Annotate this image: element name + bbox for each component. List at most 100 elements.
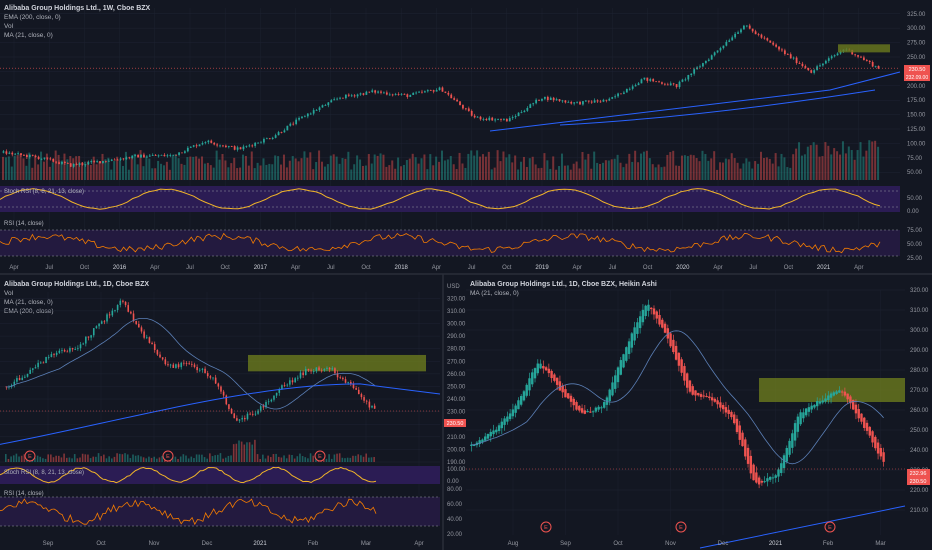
weekly-candle-body	[473, 115, 476, 118]
heikin-candle-body	[495, 429, 498, 433]
heikin-candle-body	[785, 447, 788, 462]
daily-candle-body	[244, 417, 246, 420]
weekly-volume-bar	[268, 163, 271, 180]
weekly-candle-body	[353, 95, 356, 97]
daily-volume-bar	[100, 456, 102, 462]
weekly-volume-bar	[364, 165, 367, 180]
daily-volume-bar	[190, 456, 193, 462]
heikin-candle-body	[647, 304, 650, 311]
weekly-volume-bar	[423, 154, 426, 180]
daily-volume-bar	[182, 454, 185, 462]
heikin-candle-body	[508, 413, 512, 420]
daily-volume-bar	[206, 458, 208, 462]
daily-candle-body	[29, 369, 31, 374]
heikin-price-tick: 250.00	[910, 428, 929, 434]
daily-candle-body	[315, 367, 318, 372]
heikin-candle-body	[757, 477, 761, 485]
daily-volume-bar	[71, 458, 73, 462]
weekly-time-label: Jul	[186, 265, 194, 271]
weekly-candle-body	[675, 84, 678, 88]
weekly-volume-bar	[704, 154, 707, 180]
daily-price-tick: 310.00	[447, 309, 466, 315]
daily-earnings-marker[interactable]	[162, 450, 174, 462]
weekly-candle-body	[464, 108, 467, 110]
daily-chart-panel[interactable]: Alibaba Group Holdings Ltd., 1D, Cboe BZ…	[0, 281, 441, 547]
weekly-chart-panel[interactable]: Alibaba Group Holdings Ltd., 1W, Cboe BZ…	[0, 5, 930, 271]
daily-earnings-marker[interactable]	[314, 450, 326, 462]
heikin-earnings-marker[interactable]	[824, 521, 836, 533]
weekly-candle-body	[292, 123, 295, 125]
weekly-volume-bar	[461, 163, 464, 180]
weekly-candle-body	[786, 54, 789, 55]
weekly-volume-bar	[798, 142, 801, 180]
heikin-candle-body	[721, 404, 725, 410]
heikin-price-label-1-text: 232.96	[910, 471, 927, 477]
heikin-candle-body	[633, 327, 636, 341]
heikin-candle-body	[580, 408, 584, 413]
weekly-price-tick: 75.00	[907, 156, 923, 162]
weekly-resistance-zone	[838, 44, 890, 53]
daily-candle-body	[286, 384, 289, 386]
daily-volume-bar	[301, 456, 304, 462]
weekly-candle-body	[523, 110, 526, 113]
weekly-time-label: Jul	[45, 265, 53, 271]
heikin-earnings-marker[interactable]	[675, 521, 687, 533]
daily-price-label	[444, 419, 466, 427]
weekly-candle-body	[251, 145, 254, 147]
heikin-candle-body	[519, 396, 523, 405]
heikin-candle-body	[661, 319, 664, 328]
weekly-candle-body	[576, 101, 578, 103]
weekly-candle-body	[327, 102, 330, 106]
weekly-volume-bar	[370, 163, 373, 180]
heikin-earnings-marker[interactable]	[540, 521, 552, 533]
heikin-candle-body	[622, 354, 625, 368]
weekly-volume-bar	[189, 156, 192, 180]
heikin-candle-body	[616, 367, 620, 383]
weekly-volume-bar	[119, 160, 122, 180]
heikin-candle-body	[492, 430, 495, 435]
weekly-candle-body	[148, 155, 151, 157]
heikin-candle-body	[768, 476, 772, 480]
heikin-candle-body	[644, 305, 647, 317]
daily-candle-body	[47, 356, 50, 358]
daily-candle-body	[95, 326, 98, 329]
weekly-candle-body	[20, 153, 22, 155]
daily-earnings-marker[interactable]	[24, 450, 36, 462]
daily-volume-bar	[270, 457, 272, 462]
daily-candle-body	[275, 392, 278, 396]
weekly-volume-bar	[315, 162, 318, 180]
weekly-candle-body	[207, 140, 210, 143]
daily-volume-bar	[275, 453, 277, 462]
weekly-candle-body	[734, 33, 737, 38]
weekly-candle-body	[31, 154, 34, 156]
heikin-time-axis: Aug Sep Oct Nov Dec 2021 Feb Mar	[508, 541, 886, 547]
heikin-candle-body	[763, 481, 766, 483]
weekly-volume-bar	[66, 159, 69, 180]
daily-candle-body	[233, 413, 236, 419]
weekly-volume-bar	[748, 161, 751, 180]
weekly-volume-bar	[452, 164, 455, 180]
weekly-volume-bar	[654, 167, 657, 180]
heikin-candle-body	[843, 391, 847, 396]
weekly-candle-body	[584, 100, 587, 102]
daily-volume-bar	[254, 439, 256, 462]
weekly-candle-body	[64, 161, 66, 163]
weekly-volume-bar	[198, 158, 201, 180]
weekly-volume-bar	[192, 156, 195, 180]
daily-time-label: Dec	[202, 541, 213, 547]
daily-volume-bar	[243, 444, 246, 462]
weekly-volume-bar	[569, 169, 572, 180]
daily-candle-body	[100, 321, 103, 324]
weekly-candle-body	[643, 77, 646, 80]
weekly-volume-bar	[479, 156, 482, 180]
weekly-candle-body	[634, 85, 637, 87]
weekly-candle-body	[368, 91, 371, 93]
daily-candle-body	[217, 383, 220, 387]
daily-candle-body	[148, 337, 151, 343]
daily-price-tick: 280.00	[447, 347, 466, 353]
weekly-volume-bar	[124, 151, 127, 180]
heikin-ashi-panel[interactable]: Alibaba Group Holdings Ltd., 1D, Cboe BZ…	[466, 281, 930, 549]
weekly-volume-bar	[265, 164, 268, 180]
